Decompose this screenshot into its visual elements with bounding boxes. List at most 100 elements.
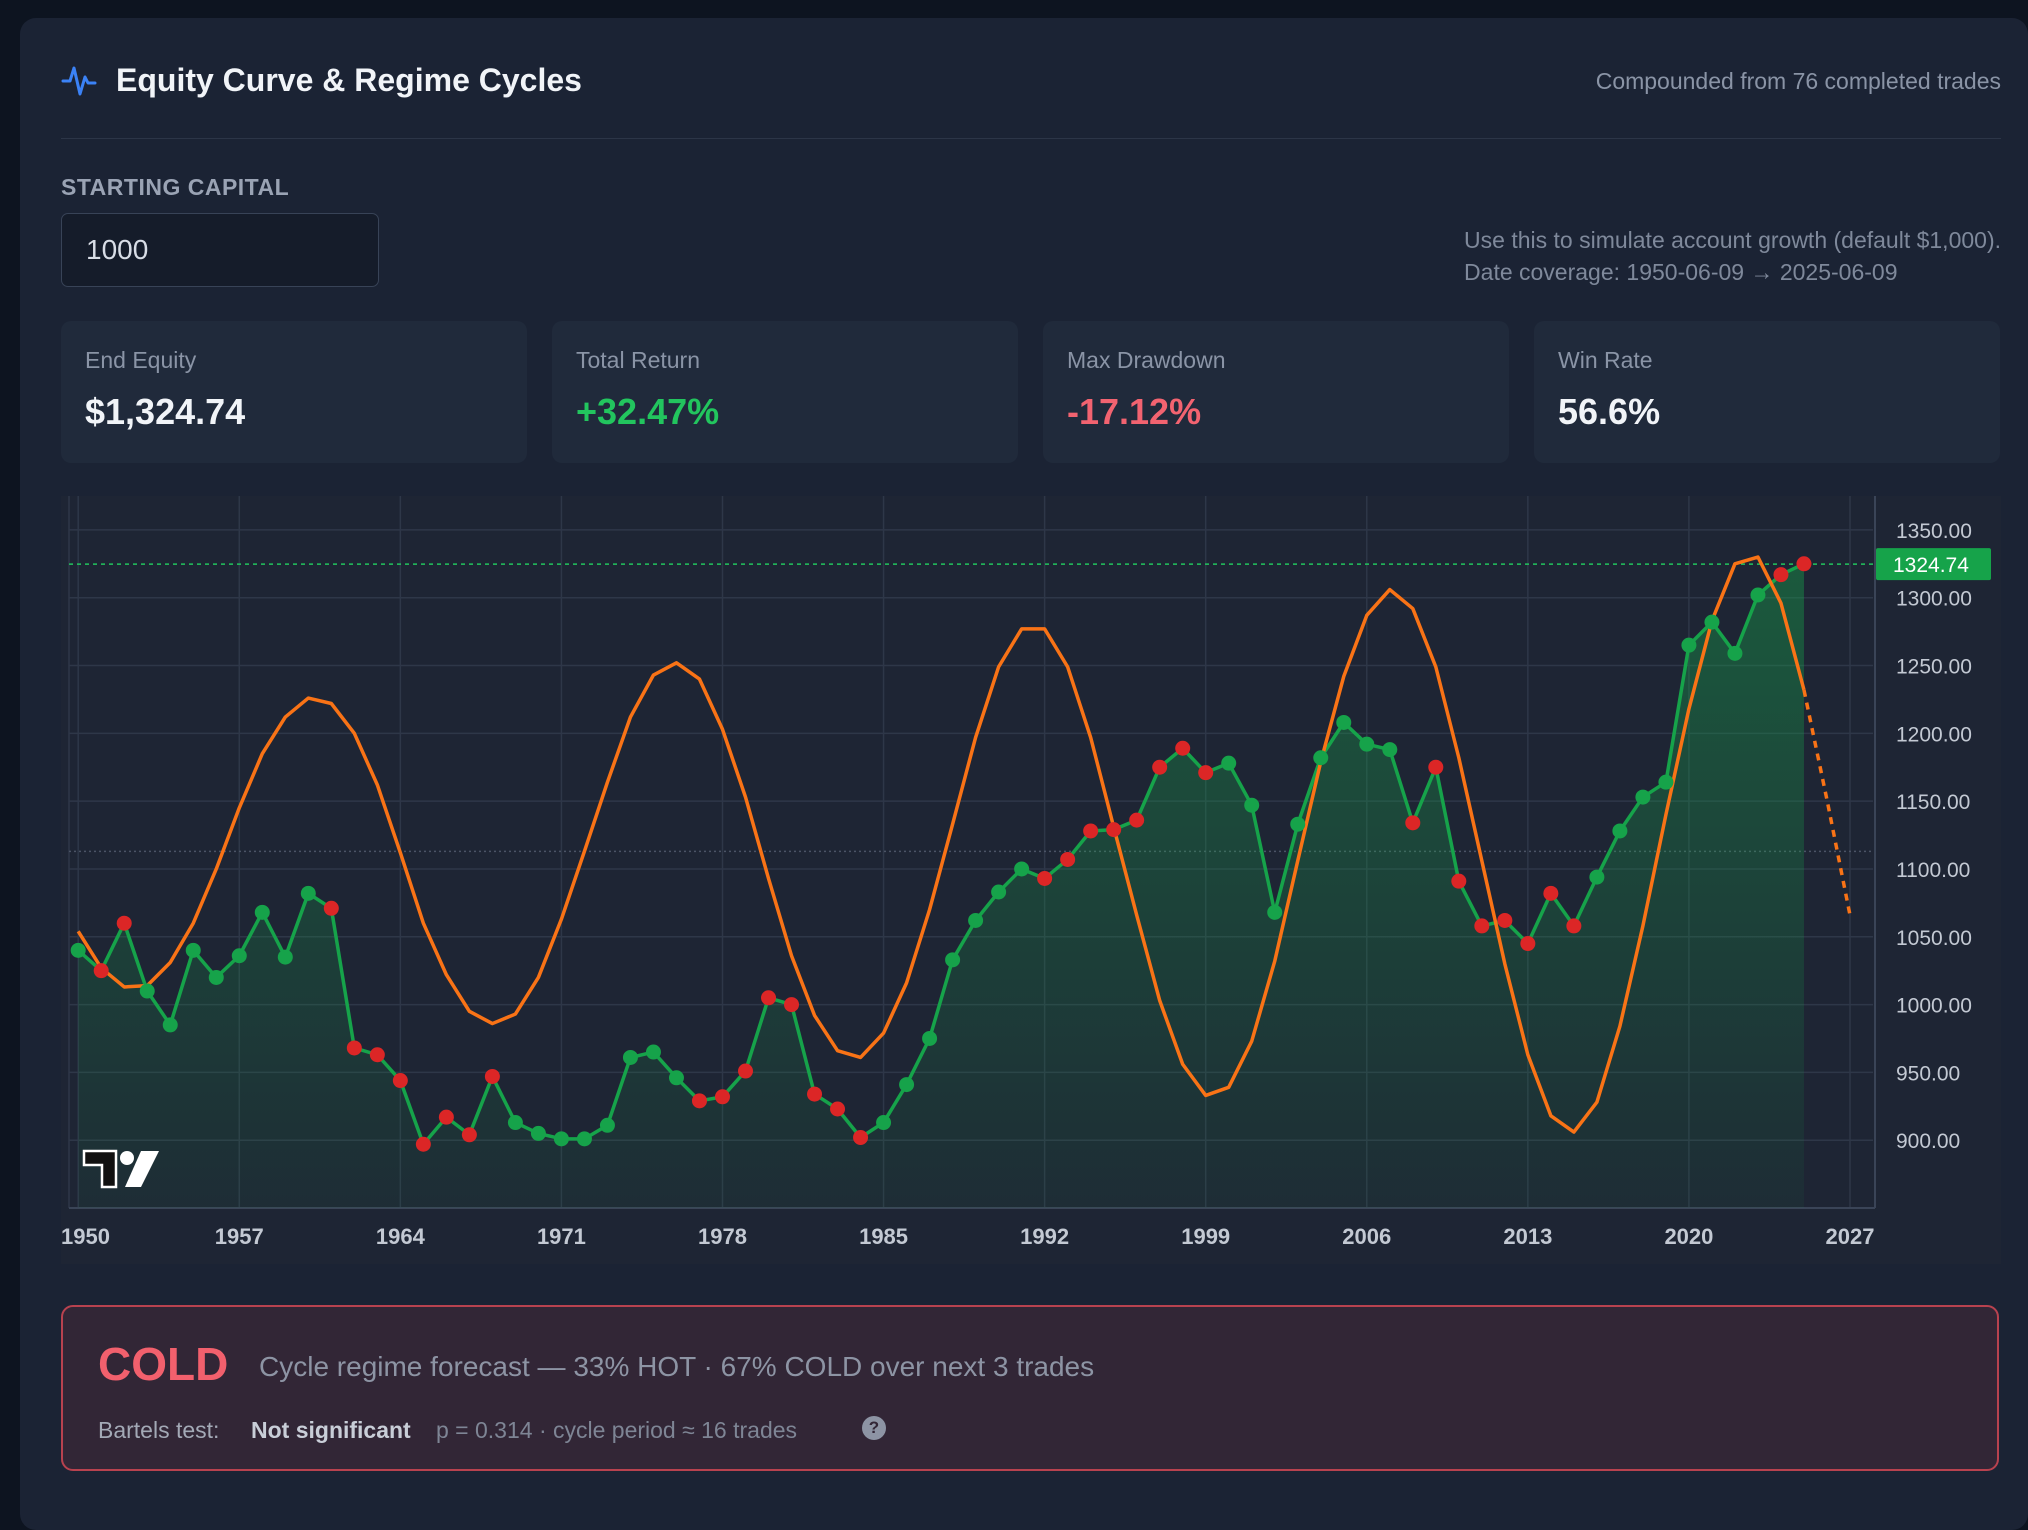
equity-chart[interactable]: 1350.00 1300.00 1250.00 1200.00 1150.00 1100.… [61,496,2001,1264]
equity-point [553,1131,569,1147]
equity-point [576,1131,592,1147]
equity-point [738,1063,753,1079]
equity-point [945,952,961,968]
capital-hint: Use this to simulate account growth (def… [1464,224,2001,288]
equity-point [876,1115,892,1131]
y-tick-label: 1050.00 [1896,927,1972,950]
equity-point [853,1129,869,1145]
equity-point [231,948,247,964]
tradingview-logo-icon [82,1149,159,1189]
chart-svg[interactable]: 1350.00 1300.00 1250.00 1200.00 1150.00 1100.… [61,496,2001,1264]
equity-point [484,1068,500,1084]
regime-forecast-text: Cycle regime forecast — 33% HOT · 67% CO… [259,1351,1095,1382]
equity-point [1175,740,1191,756]
equity-point [70,942,86,958]
equity-point [1106,822,1122,838]
stat-label: Win Rate [1558,347,1653,373]
equity-point [991,884,1007,900]
equity-point [1451,873,1467,889]
equity-point [784,997,800,1013]
equity-point [645,1044,661,1060]
equity-point [346,1040,362,1056]
equity-point [1336,714,1352,730]
equity-point [807,1086,823,1102]
starting-capital-input[interactable] [61,213,379,287]
equity-point [323,900,339,916]
equity-point [1428,759,1444,775]
equity-point [415,1136,431,1152]
equity-point [208,969,224,985]
equity-point [392,1073,408,1089]
last-value-label: 1324.74 [1893,554,1969,577]
equity-point [1037,870,1053,886]
equity-point [461,1127,477,1143]
equity-point [93,963,109,979]
equity-point [1566,918,1582,934]
equity-point [1152,759,1168,775]
starting-capital-label: STARTING CAPITAL [61,174,290,200]
x-tick-label: 2027 [1826,1224,1875,1249]
bartels-detail: p = 0.314 · cycle period ≈ 16 trades [436,1417,798,1443]
equity-point [1244,797,1260,813]
equity-area [78,563,1804,1208]
regime-forecast-panel: COLD Cycle regime forecast — 33% HOT · 6… [61,1305,1999,1471]
equity-point [1658,774,1674,790]
equity-point [1612,823,1628,839]
equity-point [1313,750,1329,766]
stat-value: 56.6% [1558,391,1661,432]
equity-point [185,942,201,958]
cycle-forecast-line [1802,689,1852,916]
equity-point [1198,765,1214,781]
equity-point [599,1117,615,1133]
x-tick-label: 2006 [1342,1224,1391,1249]
equity-point [438,1109,454,1125]
pulse-icon [61,66,97,96]
stat-max-drawdown: Max Drawdown -17.12% [1043,321,1509,463]
equity-point [714,1089,730,1105]
equity-point [922,1030,938,1046]
question-icon[interactable]: ? [862,1416,886,1440]
x-tick-label: 2020 [1664,1224,1713,1249]
y-tick-label: 1350.00 [1896,520,1972,543]
stat-total-return: Total Return +32.47% [552,321,1018,463]
y-tick-label: 1250.00 [1896,656,1972,679]
bartels-label: Bartels test: [98,1417,220,1443]
equity-point [1382,742,1398,758]
stat-value: -17.12% [1067,391,1202,432]
x-tick-label: 2013 [1503,1224,1552,1249]
equity-point [1129,812,1145,828]
equity-point [530,1125,546,1141]
stat-label: Max Drawdown [1067,347,1226,373]
x-tick-label: 1957 [215,1224,264,1249]
y-tick-label: 1200.00 [1896,723,1972,746]
bartels-result: Not significant [251,1417,411,1443]
x-tick-label: 1985 [859,1224,908,1249]
header-divider [61,138,2001,139]
equity-point [162,1017,178,1033]
stat-win-rate: Win Rate 56.6% [1534,321,2000,463]
y-tick-label: 1000.00 [1896,995,1972,1018]
equity-point [668,1070,684,1086]
x-tick-label: 1971 [537,1224,586,1249]
date-coverage: Date coverage: 1950-06-09 → 2025-06-09 [1464,259,1898,285]
x-tick-label: 1999 [1181,1224,1230,1249]
equity-point [1267,904,1283,920]
equity-point [1635,789,1651,805]
equity-point [1221,755,1237,771]
equity-point [1727,645,1743,661]
equity-point [1681,637,1697,653]
equity-point [1796,556,1812,572]
x-tick-label: 1978 [698,1224,747,1249]
equity-line [77,562,1805,1147]
equity-point [968,912,984,928]
regime-state: COLD [98,1338,229,1390]
equity-point [1083,823,1099,839]
trade-count-subtitle: Compounded from 76 completed trades [1595,68,2001,94]
equity-point [1359,736,1375,752]
equity-point [691,1093,707,1109]
equity-point [1589,869,1605,885]
equity-point [899,1077,915,1093]
equity-point [761,990,777,1006]
equity-point [1474,918,1490,934]
equity-point [1497,912,1513,928]
